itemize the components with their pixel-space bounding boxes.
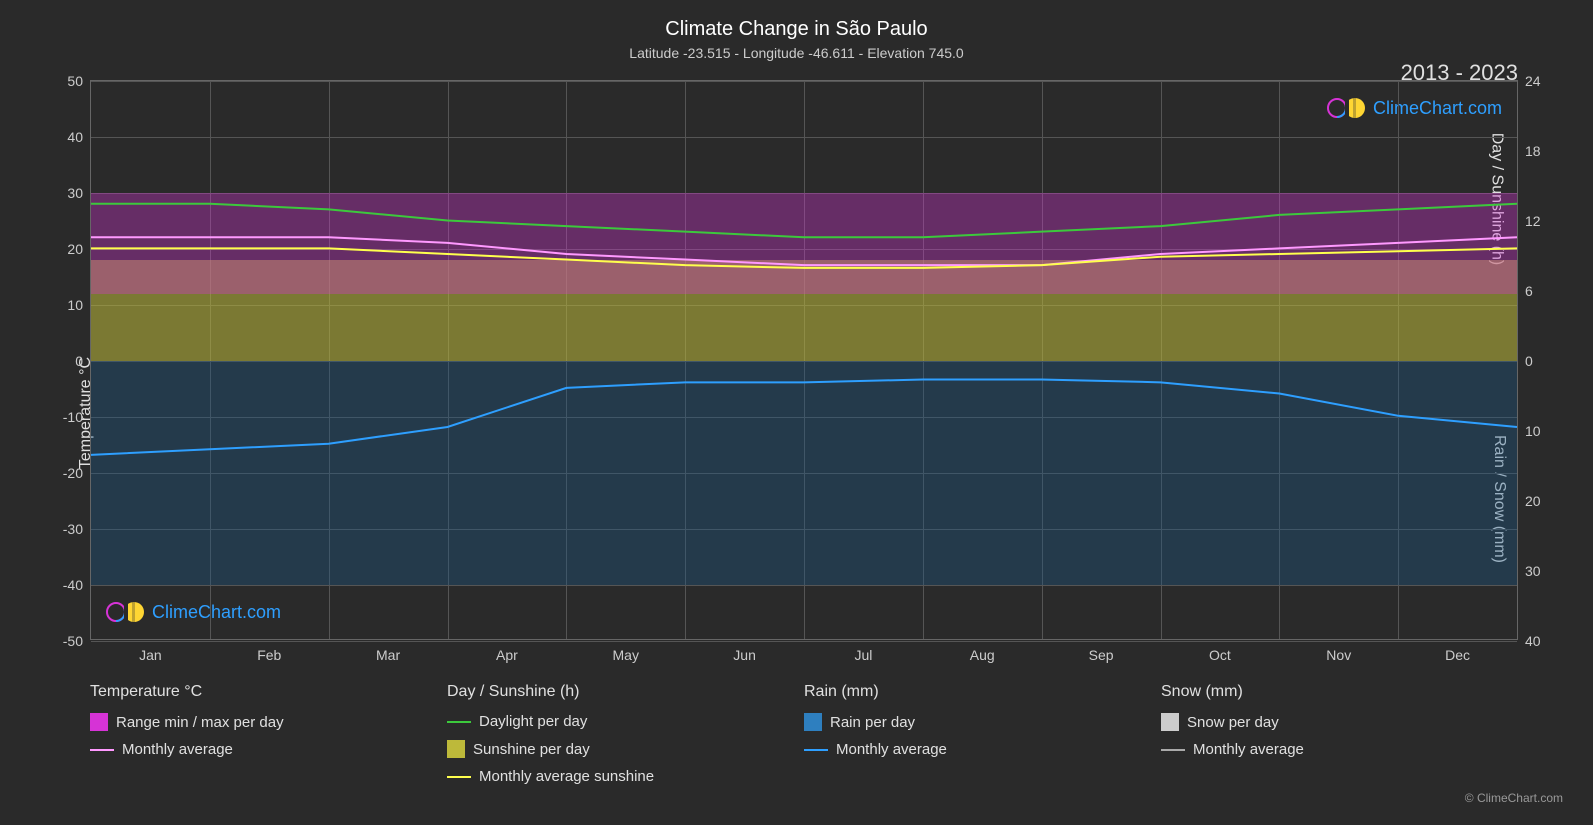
legend-swatch xyxy=(1161,749,1185,751)
x-tick: Sep xyxy=(1089,639,1114,663)
legend-label: Monthly average sunshine xyxy=(479,768,654,785)
y-tick-right: 0 xyxy=(1517,353,1533,369)
legend: Temperature °C Range min / max per day Mon… xyxy=(90,683,1518,795)
legend-swatch xyxy=(447,776,471,778)
legend-item: Monthly average xyxy=(90,741,427,758)
legend-item: Range min / max per day xyxy=(90,713,427,731)
legend-title: Rain (mm) xyxy=(804,683,1141,701)
legend-label: Snow per day xyxy=(1187,714,1279,731)
legend-group: Temperature °C Range min / max per day Mon… xyxy=(90,683,447,795)
legend-swatch xyxy=(90,749,114,751)
chart-container: Climate Change in São Paulo Latitude -23… xyxy=(10,10,1583,815)
x-tick: Feb xyxy=(257,639,281,663)
legend-item: Monthly average xyxy=(1161,741,1498,758)
legend-swatch xyxy=(90,713,108,731)
y-tick-left: -30 xyxy=(63,521,91,537)
legend-title: Snow (mm) xyxy=(1161,683,1498,701)
rain-avg-line xyxy=(91,380,1517,455)
legend-swatch xyxy=(447,740,465,758)
y-tick-left: 50 xyxy=(67,73,91,89)
y-tick-right: 18 xyxy=(1517,143,1541,159)
x-tick: Oct xyxy=(1209,639,1231,663)
x-tick: Jul xyxy=(854,639,872,663)
legend-group: Day / Sunshine (h) Daylight per day Sunshi… xyxy=(447,683,804,795)
x-tick: May xyxy=(613,639,639,663)
y-tick-left: 10 xyxy=(67,297,91,313)
legend-item: Monthly average sunshine xyxy=(447,768,784,785)
y-tick-left: -40 xyxy=(63,577,91,593)
y-tick-left: 0 xyxy=(75,353,91,369)
y-tick-left: -10 xyxy=(63,409,91,425)
y-tick-right: 30 xyxy=(1517,563,1541,579)
y-tick-right: 24 xyxy=(1517,73,1541,89)
legend-item: Snow per day xyxy=(1161,713,1498,731)
y-tick-left: 40 xyxy=(67,129,91,145)
legend-item: Daylight per day xyxy=(447,713,784,730)
temp-avg-line xyxy=(91,237,1517,265)
legend-label: Monthly average xyxy=(1193,741,1304,758)
legend-item: Rain per day xyxy=(804,713,1141,731)
x-tick: Dec xyxy=(1445,639,1470,663)
x-tick: Jun xyxy=(733,639,756,663)
legend-item: Monthly average xyxy=(804,741,1141,758)
copyright: © ClimeChart.com xyxy=(1465,791,1563,805)
legend-label: Rain per day xyxy=(830,714,915,731)
y-tick-right: 40 xyxy=(1517,633,1541,649)
legend-label: Daylight per day xyxy=(479,713,587,730)
grid-line-h xyxy=(91,641,1517,642)
y-tick-left: 30 xyxy=(67,185,91,201)
legend-title: Day / Sunshine (h) xyxy=(447,683,784,701)
legend-item: Sunshine per day xyxy=(447,740,784,758)
legend-swatch xyxy=(447,721,471,723)
legend-swatch xyxy=(804,749,828,751)
legend-group: Rain (mm) Rain per day Monthly average xyxy=(804,683,1161,795)
y-tick-right: 6 xyxy=(1517,283,1533,299)
x-tick: Mar xyxy=(376,639,400,663)
legend-label: Monthly average xyxy=(122,741,233,758)
plot-area: ClimeChart.com ClimeChart.com 5040302010… xyxy=(90,80,1518,640)
legend-title: Temperature °C xyxy=(90,683,427,701)
y-tick-left: -50 xyxy=(63,633,91,649)
y-tick-right: 10 xyxy=(1517,423,1541,439)
x-tick: Nov xyxy=(1326,639,1351,663)
daylight-line xyxy=(91,204,1517,237)
y-tick-left: 20 xyxy=(67,241,91,257)
y-tick-right: 12 xyxy=(1517,213,1541,229)
legend-swatch xyxy=(1161,713,1179,731)
chart-subtitle: Latitude -23.515 - Longitude -46.611 - E… xyxy=(10,45,1583,61)
x-tick: Jan xyxy=(139,639,162,663)
legend-label: Monthly average xyxy=(836,741,947,758)
line-overlay xyxy=(91,81,1517,639)
legend-label: Range min / max per day xyxy=(116,714,284,731)
legend-label: Sunshine per day xyxy=(473,741,590,758)
x-tick: Apr xyxy=(496,639,518,663)
chart-title: Climate Change in São Paulo xyxy=(10,18,1583,41)
y-tick-right: 20 xyxy=(1517,493,1541,509)
y-tick-left: -20 xyxy=(63,465,91,481)
legend-group: Snow (mm) Snow per day Monthly average xyxy=(1161,683,1518,795)
legend-swatch xyxy=(804,713,822,731)
x-tick: Aug xyxy=(970,639,995,663)
